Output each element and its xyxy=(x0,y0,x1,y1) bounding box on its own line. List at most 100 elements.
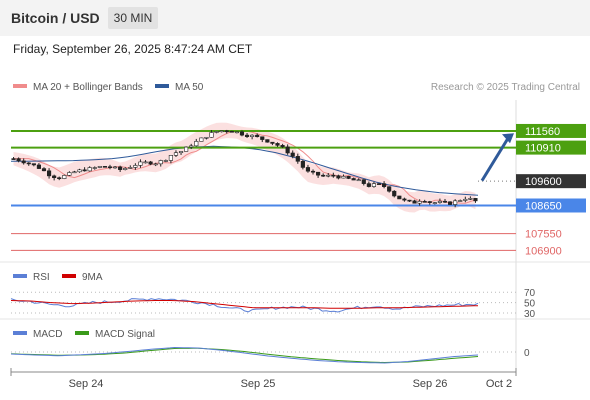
candle xyxy=(118,165,123,173)
candle-body xyxy=(173,152,179,156)
candle-body xyxy=(163,160,168,162)
candle-body xyxy=(92,167,97,169)
candle xyxy=(173,150,179,157)
candle-body xyxy=(87,167,92,172)
candle xyxy=(97,165,102,169)
header-bar: Bitcoin / USD 30 MIN xyxy=(0,0,590,36)
candle-body xyxy=(336,175,341,179)
candle-body xyxy=(244,134,250,137)
candle-body xyxy=(189,145,194,148)
legend-9ma-label: 9MA xyxy=(82,272,103,283)
candle-body xyxy=(158,160,163,165)
candle-body xyxy=(26,162,31,165)
candle-body xyxy=(204,136,209,139)
candle-body xyxy=(138,161,143,166)
candle-body xyxy=(280,145,285,148)
candle xyxy=(260,136,265,143)
candle xyxy=(67,171,72,177)
candle-body xyxy=(463,198,468,201)
candle xyxy=(255,133,260,138)
level-label-106900: 106900 xyxy=(525,245,562,257)
x-tick-label: Sep 24 xyxy=(69,378,104,390)
candle-body xyxy=(224,130,229,133)
candle-body xyxy=(351,178,356,181)
candle xyxy=(52,174,57,181)
candle-body xyxy=(219,130,224,133)
candle-body xyxy=(392,190,397,197)
candle xyxy=(351,177,356,181)
level-label-108650: 108650 xyxy=(525,200,562,212)
candle-body xyxy=(41,168,47,172)
candle xyxy=(412,199,417,204)
candle xyxy=(102,166,107,168)
candle xyxy=(295,153,300,164)
level-label-110910: 110910 xyxy=(525,143,561,155)
x-tick-label: Sep 25 xyxy=(241,378,276,390)
candle-body xyxy=(128,167,133,169)
candle-body xyxy=(448,201,453,205)
candle xyxy=(87,166,92,172)
candle-body xyxy=(214,131,219,133)
candle xyxy=(310,169,316,175)
candle xyxy=(178,151,184,155)
candle xyxy=(123,167,128,171)
candle-body xyxy=(194,141,199,147)
candle xyxy=(356,178,361,182)
candle xyxy=(463,196,468,203)
candle xyxy=(326,172,331,178)
candle-body xyxy=(432,202,437,204)
chart-title: Bitcoin / USD xyxy=(11,10,100,26)
candle-body xyxy=(123,168,128,170)
legend-ma50-label: MA 50 xyxy=(175,82,204,93)
candle xyxy=(427,200,432,205)
candle-body xyxy=(387,186,392,192)
candle xyxy=(305,164,311,173)
candle-body xyxy=(52,175,57,179)
candle xyxy=(163,159,168,163)
candle xyxy=(290,150,295,159)
candle xyxy=(473,197,478,203)
candle xyxy=(432,201,437,205)
rsi-tick-70: 70 xyxy=(524,288,536,299)
candle xyxy=(387,186,392,193)
candle xyxy=(138,159,143,168)
candle-body xyxy=(199,137,204,142)
candle xyxy=(244,132,250,138)
source-note: Research © 2025 Trading Central xyxy=(431,82,580,93)
candle xyxy=(57,176,62,181)
candle-body xyxy=(11,158,16,160)
candle xyxy=(148,160,153,166)
candle-body xyxy=(265,139,270,143)
forecast-arrow-shaft xyxy=(480,137,510,182)
candle-body xyxy=(290,152,295,157)
candle-body xyxy=(118,166,123,170)
candle xyxy=(189,143,194,150)
candle xyxy=(371,181,377,188)
candle xyxy=(448,201,453,205)
candle xyxy=(239,130,245,137)
legend-swatch-9ma xyxy=(62,274,76,278)
candle-body xyxy=(366,183,371,187)
candle xyxy=(458,199,463,202)
candle xyxy=(336,174,341,180)
level-label-111560: 111560 xyxy=(525,126,560,138)
candle-body xyxy=(36,164,41,169)
candle-body xyxy=(107,166,113,169)
timeframe-button[interactable]: 30 MIN xyxy=(108,7,158,29)
level-tag-109600 xyxy=(516,174,586,189)
candle xyxy=(133,163,138,170)
candle xyxy=(224,129,229,134)
candle-body xyxy=(153,163,158,166)
candle xyxy=(361,179,366,186)
candle xyxy=(168,155,173,164)
candle-body xyxy=(371,183,377,187)
candle xyxy=(275,142,280,147)
candle-body xyxy=(270,141,275,144)
macd-signal-line xyxy=(10,347,479,364)
rsi-tick-50: 50 xyxy=(524,299,536,310)
candle-body xyxy=(341,176,346,179)
candle-body xyxy=(310,170,316,173)
candle-body xyxy=(417,201,422,204)
level-label-107550: 107550 xyxy=(525,229,562,241)
